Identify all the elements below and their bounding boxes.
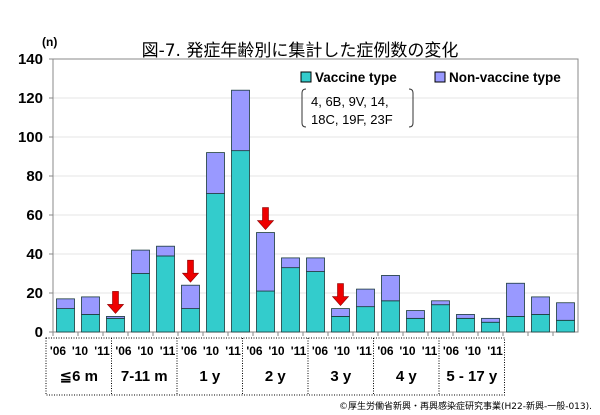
bar-non-vaccine bbox=[81, 296, 100, 315]
legend-vaccine: Vaccine type bbox=[315, 70, 397, 85]
bar-non-vaccine bbox=[431, 300, 450, 306]
bar-non-vaccine bbox=[281, 257, 300, 269]
x-label-table bbox=[45, 337, 505, 396]
year-label: '06 bbox=[50, 344, 67, 358]
y-tick-label: 40 bbox=[26, 246, 43, 263]
down-arrow-icon bbox=[106, 291, 125, 314]
bar-vaccine bbox=[306, 271, 325, 333]
bar-non-vaccine bbox=[231, 89, 250, 152]
y-tick-label: 20 bbox=[26, 285, 43, 302]
bar-vaccine bbox=[481, 321, 500, 333]
age-group-label: 5 - 17 y bbox=[446, 368, 498, 385]
y-axis-label: (n) bbox=[42, 35, 57, 49]
legend: Vaccine type Non-vaccine type bbox=[300, 70, 561, 85]
bar-vaccine bbox=[406, 317, 425, 333]
age-group-label: 4 y bbox=[396, 368, 418, 385]
bar-non-vaccine bbox=[481, 317, 500, 323]
year-label: '10 bbox=[203, 344, 220, 358]
bar-vaccine bbox=[381, 300, 400, 333]
age-group-label: ≦6 m bbox=[60, 368, 98, 385]
bar-vaccine bbox=[131, 273, 150, 333]
legend-swatch-vaccine bbox=[300, 71, 312, 83]
bar-non-vaccine bbox=[456, 314, 475, 319]
year-label: '10 bbox=[72, 344, 89, 358]
year-label: '11 bbox=[160, 344, 176, 358]
chart-title: 図-7. 発症年齢別に集計した症例数の変化 bbox=[142, 41, 459, 61]
age-group-label: 7-11 m bbox=[121, 368, 168, 385]
bar-vaccine bbox=[506, 315, 525, 333]
year-label: '11 bbox=[422, 344, 438, 358]
year-label: '06 bbox=[115, 344, 132, 358]
y-tick-label: 140 bbox=[18, 51, 43, 68]
bar-vaccine bbox=[456, 317, 475, 333]
bar-non-vaccine bbox=[506, 282, 525, 317]
bar-non-vaccine bbox=[356, 288, 375, 308]
year-label: '11 bbox=[94, 344, 110, 358]
year-label: '06 bbox=[443, 344, 460, 358]
bar-non-vaccine bbox=[556, 302, 575, 321]
year-label: '06 bbox=[181, 344, 198, 358]
bar-non-vaccine bbox=[56, 298, 75, 310]
down-arrow-icon bbox=[181, 259, 200, 283]
year-label: '10 bbox=[268, 344, 285, 358]
bar-non-vaccine bbox=[206, 152, 225, 194]
footer-credit: ©厚生労働省新興・再興感染症研究事業(H22-新興-一般-013). bbox=[339, 400, 592, 412]
bar-non-vaccine bbox=[306, 257, 325, 272]
year-label: '10 bbox=[399, 344, 416, 358]
bar-vaccine bbox=[206, 193, 225, 333]
bar-non-vaccine bbox=[131, 249, 150, 274]
bar-vaccine bbox=[231, 150, 250, 333]
year-label: '06 bbox=[312, 344, 329, 358]
y-tick-label: 0 bbox=[35, 324, 43, 341]
bar-non-vaccine bbox=[181, 284, 200, 310]
bar-vaccine bbox=[531, 314, 550, 333]
bar-non-vaccine bbox=[106, 315, 125, 319]
down-arrow-icon bbox=[256, 207, 275, 231]
year-label: '11 bbox=[487, 344, 503, 358]
legend-swatch-non-vaccine bbox=[434, 71, 446, 83]
annotation-line-2: 18C, 19F, 23F bbox=[311, 112, 393, 127]
y-tick-label: 120 bbox=[18, 90, 43, 107]
legend-non-vaccine: Non-vaccine type bbox=[449, 70, 561, 85]
bar-vaccine bbox=[556, 319, 575, 333]
bar-vaccine bbox=[331, 315, 350, 333]
y-tick-label: 100 bbox=[18, 129, 43, 146]
year-label: '11 bbox=[225, 344, 241, 358]
bar-vaccine bbox=[281, 267, 300, 333]
bar-vaccine bbox=[356, 306, 375, 333]
year-label: '11 bbox=[356, 344, 372, 358]
age-group-label: 3 y bbox=[330, 368, 352, 385]
annotation-line-1: 4, 6B, 9V, 14, bbox=[311, 94, 389, 109]
year-label: '06 bbox=[246, 344, 263, 358]
bar-non-vaccine bbox=[256, 232, 275, 292]
age-group-label: 2 y bbox=[265, 368, 287, 385]
bar-non-vaccine bbox=[381, 275, 400, 302]
year-label: '10 bbox=[465, 344, 482, 358]
y-tick-label: 60 bbox=[26, 207, 43, 224]
year-label: '10 bbox=[137, 344, 154, 358]
bar-non-vaccine bbox=[406, 310, 425, 319]
down-arrow-icon bbox=[331, 283, 350, 307]
y-tick-label: 80 bbox=[26, 168, 43, 185]
age-group-label: 1 y bbox=[199, 368, 221, 385]
year-label: '06 bbox=[377, 344, 394, 358]
bar-vaccine bbox=[431, 304, 450, 333]
bar-non-vaccine bbox=[331, 308, 350, 317]
bar-vaccine bbox=[56, 308, 75, 333]
bar-vaccine bbox=[106, 317, 125, 333]
bar-vaccine bbox=[81, 314, 100, 333]
year-label: '10 bbox=[334, 344, 351, 358]
bar-vaccine bbox=[156, 255, 175, 333]
bar-vaccine bbox=[256, 290, 275, 333]
bar-vaccine bbox=[181, 308, 200, 333]
year-label: '11 bbox=[291, 344, 307, 358]
bar-non-vaccine bbox=[156, 245, 175, 257]
serotype-annotation: 4, 6B, 9V, 14, 18C, 19F, 23F bbox=[301, 88, 414, 128]
bar-non-vaccine bbox=[531, 296, 550, 315]
